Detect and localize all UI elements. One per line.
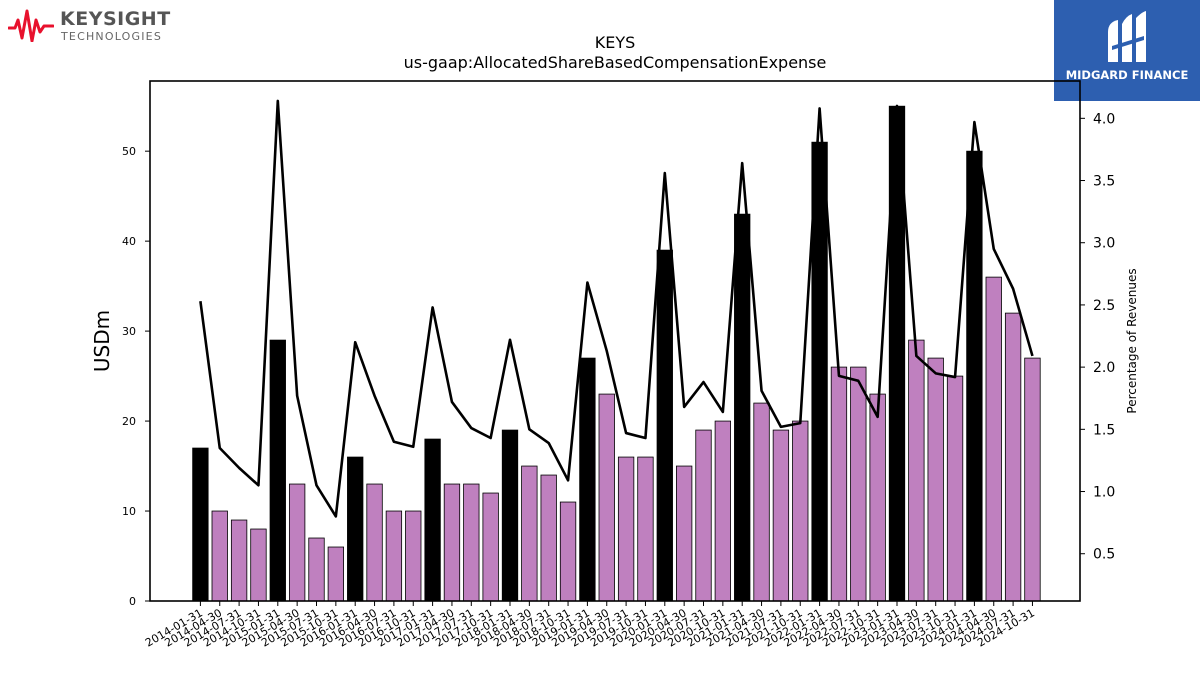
bar — [946, 375, 964, 602]
bar — [656, 249, 673, 602]
bar — [482, 492, 499, 602]
bar — [772, 429, 790, 602]
bar — [405, 510, 422, 602]
y-tick-label: 0 — [129, 595, 136, 608]
bar — [966, 150, 983, 602]
y-tick-label: 30 — [122, 325, 136, 338]
bar — [288, 483, 306, 602]
bar — [598, 393, 615, 602]
chart-subtitle: us-gaap:AllocatedShareBasedCompensationE… — [403, 53, 827, 72]
bar — [1004, 312, 1022, 602]
bar — [908, 339, 925, 602]
bar — [347, 456, 364, 602]
bar — [734, 213, 751, 602]
keysight-logo: KEYSIGHT TECHNOLOGIES — [8, 6, 178, 46]
bar — [211, 510, 228, 602]
y2-tick-label: 4.0 — [1093, 111, 1115, 127]
bar — [559, 501, 577, 602]
y2-tick-label: 3.5 — [1093, 174, 1115, 190]
bar — [869, 393, 886, 602]
bar — [250, 528, 267, 602]
y2-tick-label: 0.5 — [1093, 547, 1115, 563]
y2-tick-label: 1.5 — [1093, 422, 1115, 438]
bar — [463, 483, 480, 602]
bar — [1024, 357, 1041, 602]
brand-name: KEYSIGHT — [60, 8, 171, 30]
y2-axis-label: Percentage of Revenues — [1125, 268, 1139, 413]
y-tick-label: 10 — [122, 505, 136, 518]
bar — [617, 456, 635, 602]
bar — [676, 465, 693, 602]
plot-frame — [149, 80, 1081, 602]
bar — [385, 510, 403, 602]
bar — [521, 465, 538, 602]
keysight-wave-icon — [8, 9, 54, 42]
bar — [753, 402, 770, 602]
bar — [540, 474, 557, 602]
bar — [269, 339, 286, 602]
bar — [443, 483, 461, 602]
y-axis-label: USDm — [90, 310, 114, 372]
bar — [695, 429, 712, 602]
bar — [985, 276, 1002, 602]
bar — [308, 537, 325, 602]
brand-subtitle: TECHNOLOGIES — [61, 30, 163, 43]
bar — [327, 546, 345, 602]
midgard-finance-logo: MIDGARD FINANCE — [1054, 0, 1200, 101]
y2-tick-label: 1.0 — [1093, 485, 1115, 501]
bar — [830, 366, 848, 602]
partner-name: MIDGARD FINANCE — [1065, 68, 1189, 82]
midgard-emblem-icon — [1108, 11, 1146, 62]
chart-title: KEYS — [594, 33, 636, 52]
bar — [579, 357, 596, 602]
bar — [927, 357, 944, 602]
bar — [192, 447, 209, 602]
bar — [366, 483, 383, 602]
y2-tick-label: 3.0 — [1093, 236, 1115, 252]
y-tick-label: 20 — [122, 415, 136, 428]
bar — [850, 366, 867, 602]
y2-tick-label: 2.0 — [1093, 360, 1115, 376]
bar — [792, 420, 809, 602]
bar — [424, 438, 441, 602]
pct-revenue-line — [199, 99, 1034, 518]
y2-tick-label: 2.5 — [1093, 298, 1115, 314]
bar — [714, 420, 731, 602]
bar — [501, 429, 519, 602]
bar — [637, 456, 654, 602]
y-tick-label: 50 — [122, 145, 136, 158]
bar — [230, 519, 248, 602]
y-tick-label: 40 — [122, 235, 136, 248]
